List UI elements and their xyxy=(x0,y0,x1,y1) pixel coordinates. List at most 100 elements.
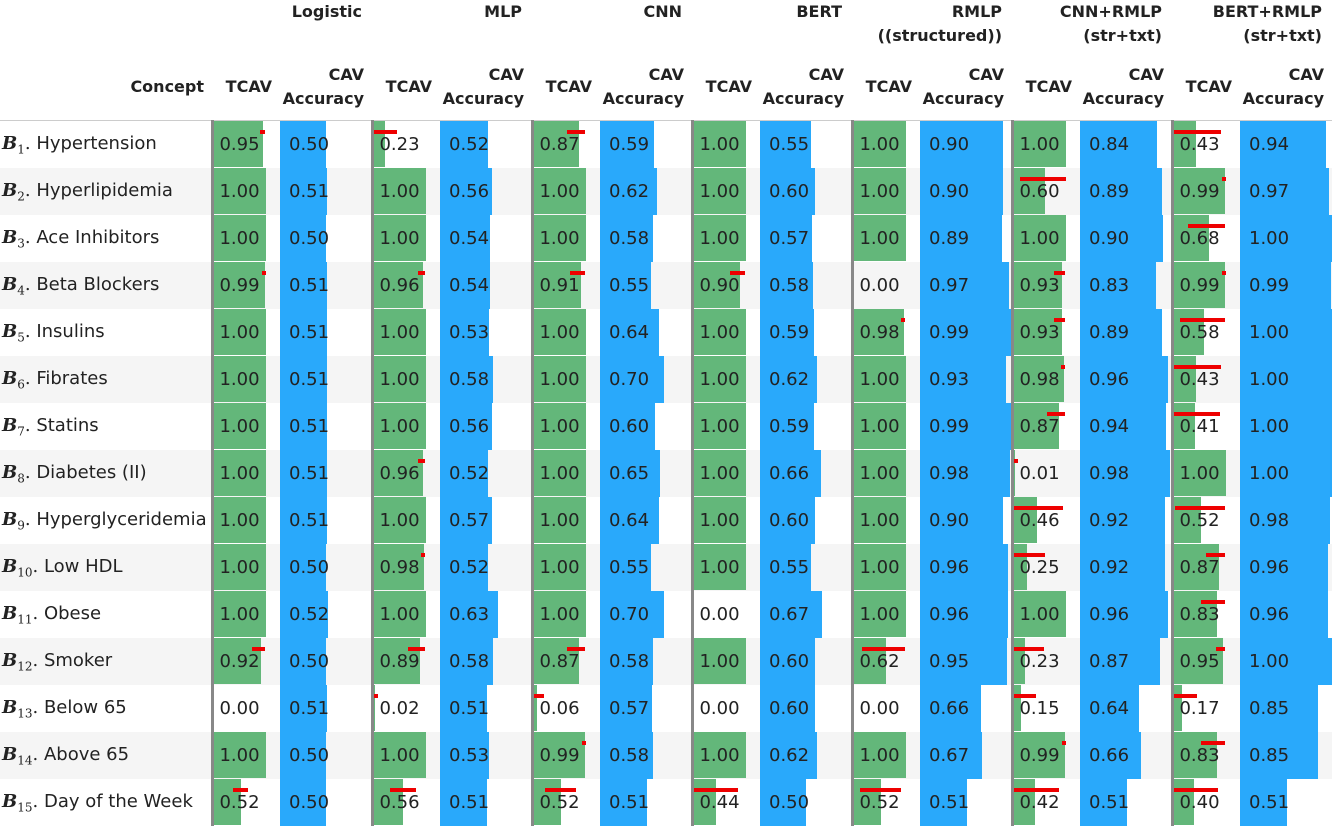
model-name: RMLP xyxy=(951,2,1002,21)
concept-index: 11 xyxy=(17,612,33,627)
tcav-cell: 0.91 xyxy=(530,262,600,309)
tcav-cell: 0.52 xyxy=(1170,497,1240,544)
tcav-cell: 1.00 xyxy=(530,591,600,638)
cav-accuracy-cell: 0.92 xyxy=(1080,497,1172,544)
concept-column-header: Concept xyxy=(0,54,212,121)
tcav-error-bar xyxy=(260,130,266,134)
cav-accuracy-bar xyxy=(440,356,494,403)
concept-name: Low HDL xyxy=(43,555,123,577)
cav-accuracy-cell: 0.57 xyxy=(440,497,532,544)
cav-accuracy-bar xyxy=(280,591,328,638)
cav-accuracy-cell: 0.50 xyxy=(280,732,372,779)
cav-accuracy-value: 0.92 xyxy=(1089,557,1130,578)
tcav-value: 1.00 xyxy=(379,745,420,766)
tcav-error-bar xyxy=(1180,318,1226,322)
tcav-value: 0.98 xyxy=(1019,369,1060,390)
tcav-cell: 1.00 xyxy=(850,591,920,638)
cav-accuracy-value: 0.66 xyxy=(929,698,970,719)
tcav-cell: 1.00 xyxy=(530,356,600,403)
cav-accuracy-bar xyxy=(1240,168,1330,215)
model-header: RMLP ((structured)) xyxy=(852,0,1012,54)
cav-accuracy-value: 0.50 xyxy=(289,745,330,766)
cav-accuracy-value: 0.58 xyxy=(449,651,490,672)
tcav-error-bar xyxy=(1174,506,1226,510)
tcav-error-bar xyxy=(567,647,586,651)
cav-accuracy-bar xyxy=(440,262,490,309)
tcav-bar xyxy=(1013,356,1065,402)
concept-index: 8 xyxy=(17,471,25,486)
tcav-value: 0.23 xyxy=(379,134,420,155)
tcav-bar xyxy=(853,638,886,684)
cav-accuracy-bar xyxy=(760,732,818,779)
cav-accuracy-bar xyxy=(920,262,1010,309)
tcav-value: 1.00 xyxy=(379,322,420,343)
tcav-cell: 0.52 xyxy=(210,779,280,826)
cav-accuracy-value: 0.50 xyxy=(289,792,330,813)
cav-accuracy-cell: 1.00 xyxy=(1240,356,1332,403)
cav-accuracy-cell: 0.51 xyxy=(1240,779,1332,826)
concept-name: Obese xyxy=(43,602,102,624)
cav-accuracy-value: 0.96 xyxy=(1089,369,1130,390)
cav-accuracy-cell: 0.60 xyxy=(760,685,852,732)
tcav-cell: 0.99 xyxy=(1170,262,1240,309)
tcav-value: 1.00 xyxy=(859,181,900,202)
cav-accuracy-bar xyxy=(440,732,489,779)
cav-accuracy-bar xyxy=(1240,591,1329,638)
tcav-bar xyxy=(1173,309,1204,355)
tcav-cell: 0.89 xyxy=(370,638,440,685)
tcav-cell: 0.96 xyxy=(370,450,440,497)
tcav-error-bar xyxy=(1216,647,1226,651)
tcav-bar xyxy=(1013,638,1026,684)
cav-accuracy-cell: 0.93 xyxy=(920,356,1012,403)
tcav-cell: 0.99 xyxy=(210,262,280,309)
cav-accuracy-cell: 0.94 xyxy=(1240,121,1332,168)
cav-accuracy-bar xyxy=(440,309,489,356)
tcav-bar xyxy=(533,262,581,308)
concept-index: 6 xyxy=(17,377,25,392)
cav-accuracy-bar xyxy=(600,732,654,779)
tcav-error-bar xyxy=(1054,271,1066,275)
cav-accuracy-bar xyxy=(1080,215,1163,262)
tcav-bar xyxy=(533,215,586,261)
cav-accuracy-value: 0.51 xyxy=(1249,792,1290,813)
concept-cell: B5. Insulins xyxy=(2,320,105,345)
tcav-value: 0.87 xyxy=(539,651,580,672)
tcav-cell: 1.00 xyxy=(1010,215,1080,262)
cav-accuracy-cell: 0.85 xyxy=(1240,732,1332,779)
cav-accuracy-bar xyxy=(760,262,814,309)
accuracy-label: Accuracy xyxy=(922,89,1004,108)
tcav-cell: 1.00 xyxy=(850,168,920,215)
cav-accuracy-cell: 0.51 xyxy=(280,403,372,450)
cav-accuracy-cell: 0.54 xyxy=(440,215,532,262)
tcav-bar xyxy=(1173,168,1225,214)
cav-accuracy-value: 0.52 xyxy=(289,604,330,625)
cav-accuracy-bar xyxy=(1080,497,1165,544)
tcav-bar xyxy=(533,591,586,637)
tcav-cell: 1.00 xyxy=(210,732,280,779)
cav-accuracy-bar xyxy=(600,356,665,403)
cav-accuracy-bar xyxy=(280,356,327,403)
cav-accuracy-cell: 0.55 xyxy=(760,121,852,168)
tcav-value: 1.00 xyxy=(1019,228,1060,249)
tcav-value: 1.00 xyxy=(859,134,900,155)
concept-name: Ace Inhibitors xyxy=(36,226,160,248)
cav-accuracy-value: 0.89 xyxy=(1089,181,1130,202)
cav-accuracy-value: 0.53 xyxy=(449,745,490,766)
cav-accuracy-bar xyxy=(440,403,492,450)
cav-accuracy-bar xyxy=(760,638,816,685)
cav-accuracy-bar xyxy=(1240,779,1287,826)
cav-accuracy-cell: 0.50 xyxy=(280,638,372,685)
cav-accuracy-cell: 0.50 xyxy=(280,779,372,826)
tcav-bar xyxy=(853,497,906,543)
cav-accuracy-bar xyxy=(760,121,811,168)
tcav-cell: 1.00 xyxy=(210,215,280,262)
tcav-cell: 1.00 xyxy=(370,309,440,356)
tcav-value: 1.00 xyxy=(1019,604,1060,625)
cav-accuracy-cell: 0.60 xyxy=(760,497,852,544)
cav-accuracy-cell: 0.89 xyxy=(1080,168,1172,215)
tcav-error-bar xyxy=(1013,647,1044,651)
cav-accuracy-cell: 0.51 xyxy=(600,779,692,826)
tcav-bar xyxy=(373,544,425,590)
model-name: BERT+RMLP xyxy=(1212,2,1322,21)
cav-accuracy-column-header: CAV Accuracy xyxy=(1240,54,1332,121)
